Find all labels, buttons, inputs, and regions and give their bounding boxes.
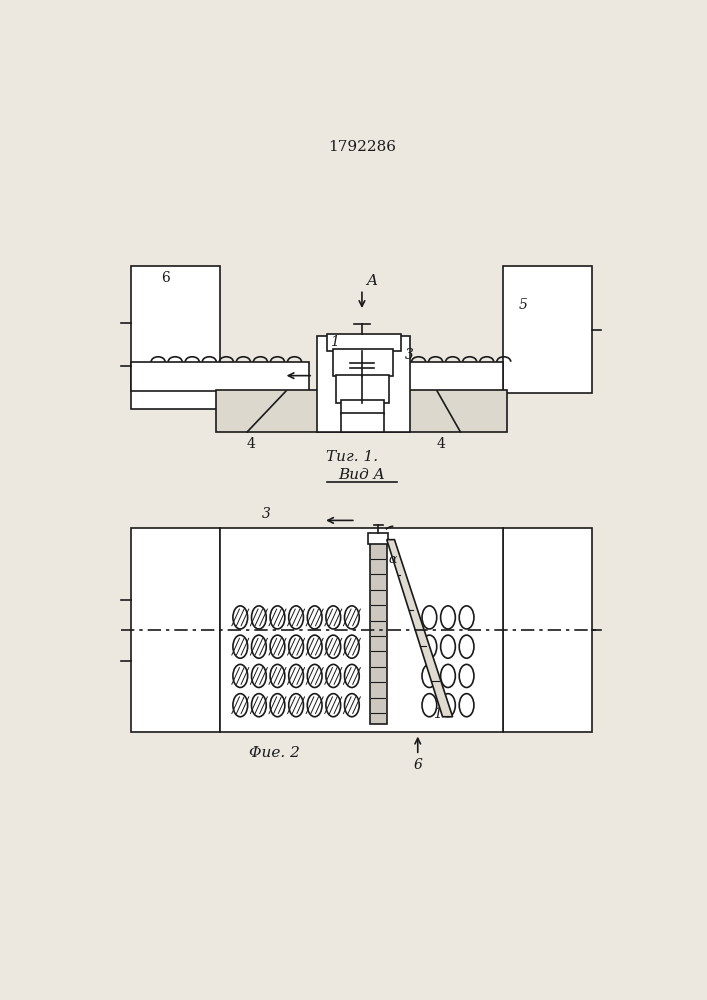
Text: Φие. 2: Φие. 2 (249, 746, 300, 760)
Text: 4: 4 (247, 437, 255, 451)
Text: A: A (367, 274, 378, 288)
Bar (341, 413, 385, 432)
Bar (220, 528, 503, 732)
Bar (131, 528, 220, 732)
Bar (216, 389, 507, 432)
Text: 3: 3 (262, 507, 271, 521)
Bar (370, 536, 387, 724)
Bar (341, 400, 385, 414)
Text: 1792286: 1792286 (328, 140, 396, 154)
Bar (375, 362, 503, 391)
Polygon shape (387, 540, 452, 717)
Bar (332, 349, 393, 376)
Text: 3: 3 (404, 348, 414, 362)
Bar (317, 336, 410, 432)
Bar (131, 266, 220, 409)
Text: Τиг. 1.: Τиг. 1. (326, 450, 378, 464)
Text: 6: 6 (414, 758, 422, 772)
Bar (503, 528, 592, 732)
Text: Вид A: Вид A (339, 468, 385, 482)
Text: 1: 1 (433, 707, 442, 721)
Bar (368, 533, 388, 544)
Text: 4: 4 (436, 437, 445, 451)
Text: 1: 1 (330, 335, 339, 349)
Text: 6: 6 (161, 271, 170, 285)
Text: α: α (388, 553, 397, 566)
Bar (503, 266, 592, 393)
Bar (131, 362, 309, 391)
Text: 5: 5 (518, 298, 527, 312)
Bar (327, 334, 402, 351)
Bar (337, 375, 389, 403)
